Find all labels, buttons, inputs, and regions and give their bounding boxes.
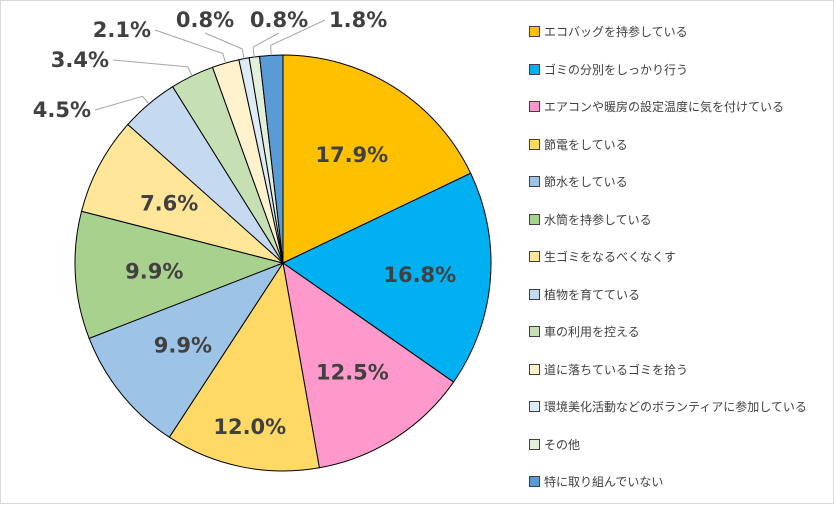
legend-swatch [529,438,540,450]
pie-slice-6 [74,210,285,339]
legend-item-2: ゴミの分別をしっかり行う [529,51,833,89]
legend-label: エコバッグを持参している [544,25,688,40]
legend-item-13: 特に取り組んでいない [529,463,833,501]
pie-slice-2 [282,172,492,383]
pie-slice-4 [168,261,320,472]
leader-line-8 [94,95,150,111]
legend-item-6: 水筒を持参している [529,201,833,239]
data-label-4: 12.0% [213,415,286,439]
data-label-10: 2.1% [93,18,151,42]
legend-label: 節水をしている [544,175,628,190]
data-label-6: 9.9% [125,260,183,284]
leader-line-10 [154,29,227,64]
leader-line-11 [204,32,245,59]
legend-swatch [529,288,540,300]
data-label-12: 0.8% [250,8,308,32]
legend-swatch [529,326,540,338]
pie-slice-5 [88,261,285,438]
legend-item-8: 植物を育てている [529,276,833,314]
legend-swatch [529,363,540,375]
data-label-11: 0.8% [176,8,234,32]
leader-line-13 [270,19,326,56]
legend-item-5: 節水をしている [529,163,833,201]
data-label-3: 12.5% [316,361,389,385]
legend-label: 節電をしている [544,137,628,152]
legend-item-1: エコバッグを持参している [529,13,833,51]
legend-swatch [529,476,540,488]
data-label-9: 3.4% [51,48,109,72]
legend-swatch [529,176,540,188]
legend-swatch [529,101,540,113]
leader-line-9 [112,59,193,77]
data-label-2: 16.8% [383,263,456,287]
legend-item-3: エアコンや暖房の設定温度に気を付けている [529,88,833,126]
chart-legend: エコバッグを持参している ゴミの分別をしっかり行うエアコンや暖房の設定温度に気を付… [529,13,833,501]
legend-item-10: 道に落ちているゴミを拾う [529,351,833,389]
legend-label: 車の利用を控える [544,325,640,340]
legend-label: エアコンや暖房の設定温度に気を付けている [544,100,785,115]
legend-item-11: 環境美化活動などのボランティアに参加している [529,388,833,426]
legend-item-9: 車の利用を控える [529,313,833,351]
pie-slice-13 [258,54,284,264]
legend-label: ゴミの分別をしっかり行う [544,62,689,77]
legend-swatch [529,63,540,75]
pie-slice-3 [282,261,455,469]
pie-slice-1 [282,54,472,264]
legend-label: 道に落ちているゴミを拾う [544,362,689,377]
data-label-7: 7.6% [140,191,198,215]
legend-label: 植物を育てている [544,287,641,302]
legend-item-4: 節電をしている [529,126,833,164]
legend-label: その他 [544,437,581,452]
legend-item-12: その他 [529,426,833,464]
legend-label: 生ゴミをなるべくなくす [544,250,677,265]
legend-swatch [529,26,540,38]
legend-swatch [529,213,540,225]
data-label-13: 1.8% [329,8,387,32]
legend-label: 特に取り組んでいない [544,475,664,490]
data-label-8: 4.5% [33,98,91,122]
data-label-5: 9.9% [154,333,212,357]
legend-item-7: 生ゴミをなるべくなくす [529,238,833,276]
legend-swatch [529,251,540,263]
data-label-1: 17.9% [315,143,388,167]
legend-swatch [529,138,540,150]
legend-label: 水筒を持参している [544,212,652,227]
leader-line-12 [252,32,280,58]
pie-slice-7 [80,123,284,264]
legend-label: 環境美化活動などのボランティアに参加している [544,400,807,415]
legend-swatch [529,401,540,413]
